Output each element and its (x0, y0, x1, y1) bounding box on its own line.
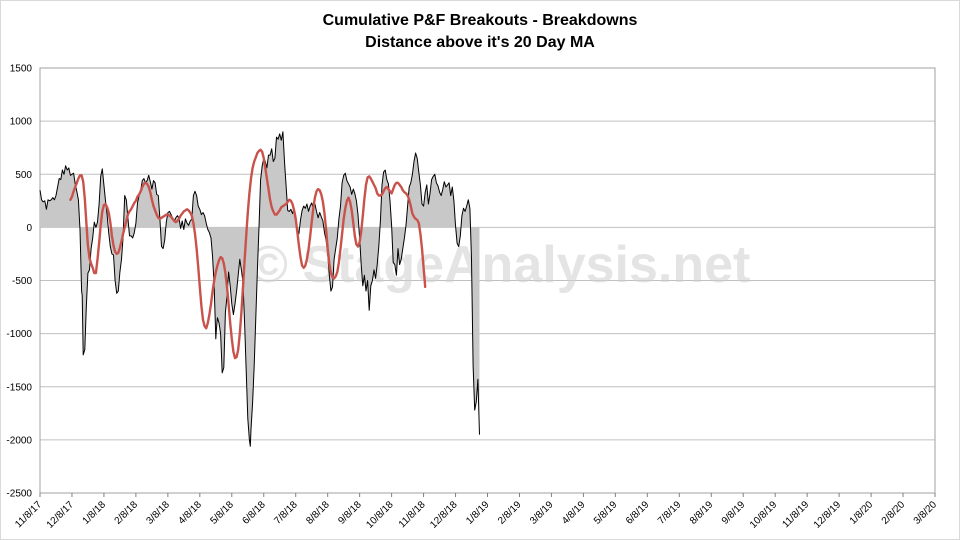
area-series (39, 131, 480, 447)
x-tick-label: 9/8/19 (720, 499, 748, 527)
x-tick-label: 12/8/19 (812, 499, 844, 531)
x-tick-label: 6/8/19 (624, 499, 652, 527)
y-tick-label: -2000 (6, 435, 32, 446)
y-tick-label: -2500 (6, 489, 32, 500)
x-tick-label: 10/8/19 (748, 499, 780, 531)
x-tick-label: 3/8/19 (528, 499, 556, 527)
chart-title: Cumulative P&F Breakouts - Breakdowns (322, 12, 638, 29)
y-tick-label: 1500 (10, 64, 33, 75)
x-axis: 11/8/17 12/8/17 1/8/18 2/8/18 3/8/18 4/8/18 5/… (13, 493, 939, 531)
x-tick-label: 2/8/20 (880, 499, 908, 527)
x-tick-label: 4/8/19 (560, 499, 588, 527)
y-tick-label: -1500 (6, 382, 32, 393)
x-tick-label: 5/8/18 (208, 499, 236, 527)
x-tick-label: 12/8/18 (428, 499, 460, 531)
x-tick-label: 4/8/18 (176, 499, 204, 527)
area-series-line (39, 131, 480, 447)
x-tick-label: 7/8/18 (272, 499, 300, 527)
gridlines (39, 67, 936, 494)
x-tick-label: 8/8/18 (304, 499, 332, 527)
y-tick-label: -500 (12, 276, 32, 287)
x-tick-label: 2/8/19 (496, 499, 524, 527)
x-tick-label: 1/8/19 (464, 499, 492, 527)
x-tick-label: 11/8/19 (780, 499, 811, 530)
x-tick-label: 6/8/18 (240, 499, 268, 527)
x-tick-label: 5/8/19 (592, 499, 620, 527)
x-tick-label: 9/8/18 (336, 499, 364, 527)
x-tick-label: 2/8/18 (113, 499, 141, 527)
ma-series-line (69, 148, 427, 360)
y-tick-label: 500 (15, 170, 32, 181)
watermark: © StageAnalysis.net (250, 236, 751, 294)
x-tick-label: 11/8/18 (397, 499, 428, 530)
x-tick-label: 7/8/19 (656, 499, 684, 527)
x-tick-label: 1/8/18 (81, 499, 109, 527)
y-axis: 1500 1000 500 0 -500 -1000 -1500 -2000 -2500 (6, 64, 32, 500)
y-tick-label: 1000 (10, 117, 33, 128)
x-tick-label: 12/8/17 (45, 499, 77, 531)
x-tick-label: 11/8/17 (13, 499, 44, 530)
x-tick-label: 10/8/18 (364, 499, 396, 531)
y-tick-label: -1000 (6, 329, 32, 340)
area-fill (40, 131, 480, 447)
x-tick-label: 3/8/18 (145, 499, 173, 527)
chart-subtitle: Distance above it's 20 Day MA (365, 34, 595, 51)
x-tick-label: 1/8/20 (848, 499, 876, 527)
y-tick-label: 0 (26, 223, 32, 234)
x-tick-label: 3/8/20 (912, 499, 940, 527)
x-tick-label: 8/8/19 (688, 499, 716, 527)
